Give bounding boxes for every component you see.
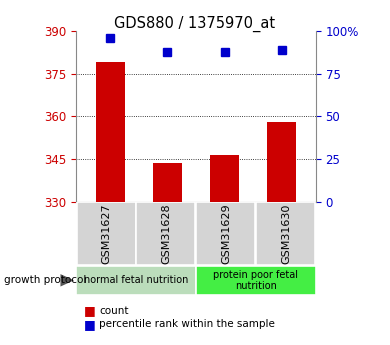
Bar bbox=[76, 203, 136, 265]
Bar bbox=[96, 62, 124, 202]
Bar bbox=[153, 164, 182, 202]
Text: GSM31630: GSM31630 bbox=[281, 204, 291, 264]
Text: GSM31627: GSM31627 bbox=[101, 204, 111, 264]
Bar bbox=[256, 203, 316, 265]
Text: percentile rank within the sample: percentile rank within the sample bbox=[99, 319, 275, 329]
Text: count: count bbox=[99, 306, 129, 315]
Polygon shape bbox=[60, 274, 74, 286]
Bar bbox=[76, 266, 196, 295]
Text: normal fetal nutrition: normal fetal nutrition bbox=[84, 275, 188, 285]
Bar bbox=[268, 122, 296, 202]
Text: GDS880 / 1375970_at: GDS880 / 1375970_at bbox=[114, 16, 276, 32]
Text: GSM31629: GSM31629 bbox=[221, 204, 231, 264]
Bar bbox=[197, 203, 255, 265]
Text: GSM31628: GSM31628 bbox=[161, 204, 171, 264]
Text: ■: ■ bbox=[84, 318, 96, 331]
Bar bbox=[136, 203, 195, 265]
Text: ■: ■ bbox=[84, 304, 96, 317]
Bar bbox=[210, 155, 239, 202]
Text: growth protocol: growth protocol bbox=[4, 275, 86, 285]
Bar bbox=[196, 266, 316, 295]
Text: protein poor fetal
nutrition: protein poor fetal nutrition bbox=[213, 269, 298, 291]
